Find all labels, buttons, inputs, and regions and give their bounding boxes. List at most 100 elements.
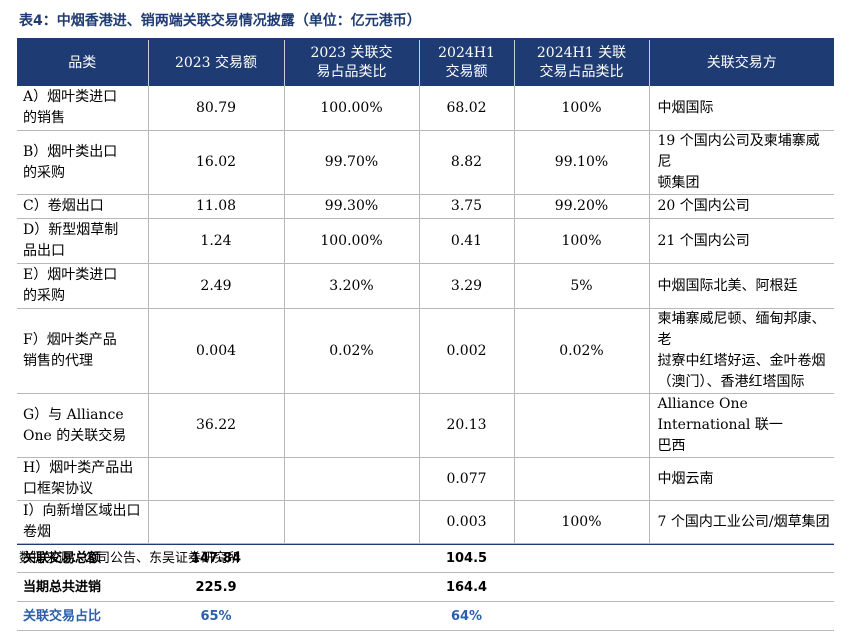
table-row: D）新型烟草制 品出口 1.24 100.00% 0.41 100% 21 个国内公司 <box>17 218 834 264</box>
cell-line: 2024H1 <box>438 45 495 61</box>
ratio-2023-cell: 100.00% <box>284 218 420 264</box>
table-row: C）卷烟出口 11.08 99.30% 3.75 99.20% 20 个国内公司 <box>17 194 834 219</box>
empty-cell <box>649 573 834 602</box>
amount-2024h1-cell: 0.077 <box>419 457 515 501</box>
category-cell: I）向新增区域出口卷烟 <box>17 500 149 544</box>
cell-line: 的销售 <box>23 110 65 126</box>
ratio-2023-cell <box>284 500 420 544</box>
amount-2024h1-cell: 3.29 <box>419 263 515 309</box>
empty-cell <box>649 602 834 631</box>
cell-line: 中烟云南 <box>657 470 714 487</box>
summary-2023-cell: 225.9 <box>195 579 237 595</box>
related-party-table: 品类 2023 交易额 2023 关联交 易占品类比 2024H1 交易额 2024… <box>17 40 834 631</box>
bottom-rule <box>17 544 834 545</box>
counterparty-cell: 中烟国际北美、阿根廷 <box>649 264 834 309</box>
summary-2023-cell: 147.84 <box>190 550 242 566</box>
table-row: E）烟叶类进口 的采购 2.49 3.20% 3.29 5% 中烟国际北美、阿根廷 <box>17 263 834 309</box>
ratio-2024h1-cell: 100% <box>514 86 650 131</box>
counterparty-cell: 中烟云南 <box>649 458 834 501</box>
amount-2024h1-cell: 8.82 <box>419 130 515 195</box>
amount-2023-cell: 11.08 <box>148 194 285 219</box>
cell-line: 交易占品类比 <box>539 64 624 80</box>
amount-2023-cell <box>148 500 285 544</box>
cell-line: 2023 关联交 <box>310 45 393 61</box>
counterparty-cell: 7 个国内工业公司/烟草集团 <box>649 501 834 544</box>
ratio-2023-cell: 100.00% <box>284 86 420 131</box>
category-cell: B）烟叶类出口 的采购 <box>17 130 149 195</box>
header-2023-amount: 2023 交易额 <box>148 40 285 86</box>
cell-line: 的采购 <box>23 288 65 304</box>
category-cell: F）烟叶类产品 销售的代理 <box>17 308 149 394</box>
summary-2024h1-cell: 164.4 <box>445 579 488 595</box>
counterparty-cell: 19 个国内公司及柬埔寨威尼 顿集团 <box>649 131 834 195</box>
cell-line: 易占品类比 <box>316 64 387 80</box>
cell-line: 中烟国际北美、阿根廷 <box>657 277 798 294</box>
cell-line: 2024H1 关联 <box>536 45 627 61</box>
empty-cell <box>514 602 649 631</box>
cell-line: Alliance One International 联一 <box>657 396 783 433</box>
summary-label-cell: 关联交易占比 <box>23 608 102 624</box>
amount-2023-cell: 80.79 <box>148 86 285 131</box>
header-row: 品类 2023 交易额 2023 关联交 易占品类比 2024H1 交易额 2024… <box>17 40 834 86</box>
category-cell: H）烟叶类产品出口框架协议 <box>17 457 149 501</box>
cell-line: H）烟叶类产品出口框架协议 <box>23 460 134 497</box>
category-cell: E）烟叶类进口 的采购 <box>17 263 149 309</box>
amount-2023-cell: 36.22 <box>148 393 285 458</box>
ratio-2024h1-cell <box>514 393 650 458</box>
table-row: H）烟叶类产品出口框架协议 0.077 中烟云南 <box>17 457 834 501</box>
counterparty-cell: 柬埔寨威尼顿、缅甸邦康、老 挝寮中红塔好运、金叶卷烟 （澳门）、香港红塔国际 <box>649 309 834 394</box>
summary-label-cell: 当期总共进销 <box>23 579 102 595</box>
table-row: I）向新增区域出口卷烟 0.003 100% 7 个国内工业公司/烟草集团 <box>17 500 834 544</box>
empty-cell <box>284 544 419 573</box>
empty-cell <box>284 573 419 602</box>
header-2024h1-ratio: 2024H1 关联 交易占品类比 <box>514 40 650 86</box>
ratio-2023-cell <box>284 393 420 458</box>
cell-line: 20 个国内公司 <box>657 198 750 214</box>
cell-line: B）烟叶类出口 <box>23 143 118 160</box>
summary-row: 关联交易占比 65% 64% <box>17 602 834 631</box>
counterparty-cell: Alliance One International 联一巴西 <box>649 394 834 458</box>
cell-line: I）向新增区域出口卷烟 <box>23 503 141 540</box>
summary-label-cell: 关联交易总额 <box>23 550 102 566</box>
summary-2024h1-cell: 104.5 <box>445 550 488 566</box>
ratio-2023-cell: 99.30% <box>284 194 420 219</box>
cell-line: 柬埔寨威尼顿、缅甸邦康、老 <box>657 311 826 348</box>
cell-line: G）与 Alliance <box>23 406 124 423</box>
cell-line: 交易额 <box>445 64 488 80</box>
cell-line: C）卷烟出口 <box>23 198 104 214</box>
ratio-2024h1-cell <box>514 457 650 501</box>
title-rule <box>17 38 834 40</box>
cell-line: 巴西 <box>657 438 686 454</box>
amount-2023-cell <box>148 457 285 501</box>
ratio-2023-cell: 0.02% <box>284 308 420 394</box>
table-row: A）烟叶类进口 的销售 80.79 100.00% 68.02 100% 中烟国际 <box>17 86 834 131</box>
cell-line: 中烟国际 <box>657 99 714 116</box>
cell-line: 的采购 <box>23 164 65 181</box>
ratio-2023-cell: 99.70% <box>284 130 420 195</box>
ratio-2024h1-cell: 5% <box>514 263 650 309</box>
cell-line: 销售的代理 <box>23 353 93 369</box>
header-category: 品类 <box>17 40 149 86</box>
cell-line: 关联交易方 <box>706 54 777 71</box>
summary-2024h1-cell: 64% <box>450 608 483 624</box>
table-row: F）烟叶类产品 销售的代理 0.004 0.02% 0.002 0.02% 柬埔寨威尼顿、缅… <box>17 308 834 394</box>
ratio-2023-cell <box>284 457 420 501</box>
counterparty-cell: 21 个国内公司 <box>649 219 834 264</box>
amount-2024h1-cell: 0.002 <box>419 308 515 394</box>
ratio-2023-cell: 3.20% <box>284 263 420 309</box>
amount-2023-cell: 1.24 <box>148 218 285 264</box>
cell-line: F）烟叶类产品 <box>23 332 117 348</box>
cell-line: 挝寮中红塔好运、金叶卷烟 <box>657 353 826 369</box>
ratio-2024h1-cell: 100% <box>514 218 650 264</box>
ratio-2024h1-cell: 99.10% <box>514 130 650 195</box>
cell-line: 7 个国内工业公司/烟草集团 <box>657 513 830 530</box>
cell-line: E）烟叶类进口 <box>23 267 118 283</box>
cell-line: 品类 <box>68 54 97 71</box>
cell-line: 品出口 <box>23 243 65 259</box>
cell-line: One 的关联交易 <box>23 427 127 444</box>
cell-line: 2023 交易额 <box>174 54 258 71</box>
cell-line: 21 个国内公司 <box>657 232 750 249</box>
amount-2024h1-cell: 20.13 <box>419 393 515 458</box>
category-cell: G）与 Alliance One 的关联交易 <box>17 393 149 458</box>
amount-2024h1-cell: 68.02 <box>419 86 515 131</box>
